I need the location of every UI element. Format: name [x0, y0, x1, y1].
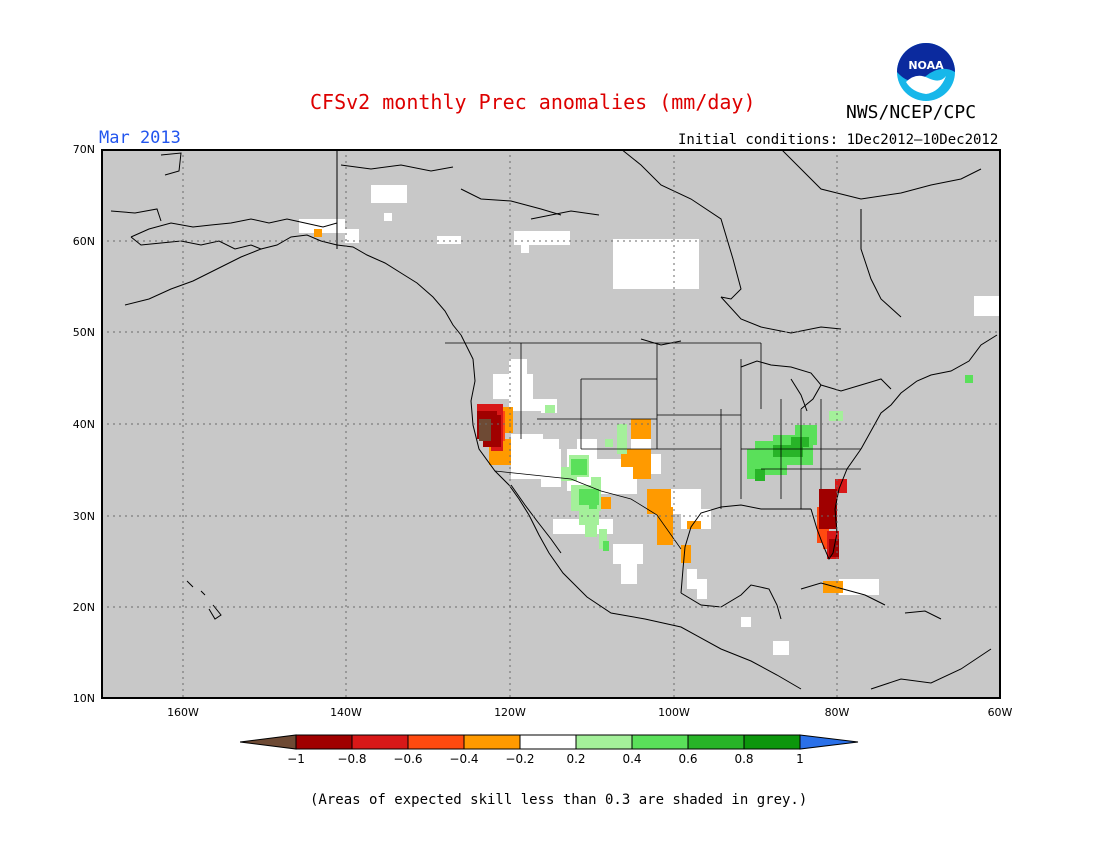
colorbar: [240, 734, 859, 750]
colorbar-cell: [687, 734, 745, 750]
lat-label-40n: 40N: [72, 418, 95, 431]
colorbar-cell: [351, 734, 409, 750]
colorbar-cell: [463, 734, 521, 750]
colorbar-label: 1: [796, 752, 804, 766]
colorbar-label: −0.4: [449, 752, 479, 766]
colorbar-label: 0.4: [622, 752, 642, 766]
initial-conditions: Initial conditions: 1Dec2012—10Dec2012: [678, 132, 999, 148]
lon-label-100w: 100W: [658, 706, 690, 719]
colorbar-label: 0.2: [566, 752, 586, 766]
lat-label-30n: 30N: [72, 510, 95, 523]
org-label: NWS/NCEP/CPC: [846, 102, 977, 123]
lon-label-120w: 120W: [494, 706, 526, 719]
colorbar-label: −0.8: [337, 752, 367, 766]
map-frame: [101, 149, 1001, 699]
political-borders: [445, 342, 861, 550]
lon-label-140w: 140W: [330, 706, 362, 719]
colorbar-arrow-low: [240, 734, 297, 750]
lat-label-70n: 70N: [72, 143, 95, 156]
colorbar-cell: [743, 734, 801, 750]
lat-label-60n: 60N: [72, 235, 95, 248]
colorbar-cell: [519, 734, 577, 750]
positive-anomaly-strong: [755, 437, 809, 481]
colorbar-label: −0.2: [505, 752, 535, 766]
forecast-month: Mar 2013: [99, 128, 181, 148]
skill-footnote: (Areas of expected skill less than 0.3 a…: [310, 792, 808, 808]
colorbar-cell: [295, 734, 353, 750]
lat-lon-grid: [101, 149, 1001, 699]
colorbar-cell: [575, 734, 633, 750]
colorbar-arrow-high: [799, 734, 859, 750]
colorbar-cell: [631, 734, 689, 750]
negative-anomaly-extreme: [479, 419, 491, 441]
colorbar-label: −1: [287, 752, 305, 766]
lat-label-10n: 10N: [72, 692, 95, 705]
lat-label-20n: 20N: [72, 601, 95, 614]
lon-label-160w: 160W: [167, 706, 199, 719]
colorbar-label: 0.8: [734, 752, 754, 766]
colorbar-label: 0.6: [678, 752, 698, 766]
lon-label-60w: 60W: [987, 706, 1013, 719]
anomaly-map: [101, 149, 1001, 699]
lat-label-50n: 50N: [72, 326, 95, 339]
colorbar-cell: [407, 734, 465, 750]
lon-label-80w: 80W: [824, 706, 850, 719]
logo-text: NOAA: [908, 59, 944, 72]
map-title: CFSv2 monthly Prec anomalies (mm/day): [310, 90, 756, 114]
noaa-logo-icon: NOAA: [897, 43, 955, 101]
colorbar-label: −0.6: [393, 752, 423, 766]
